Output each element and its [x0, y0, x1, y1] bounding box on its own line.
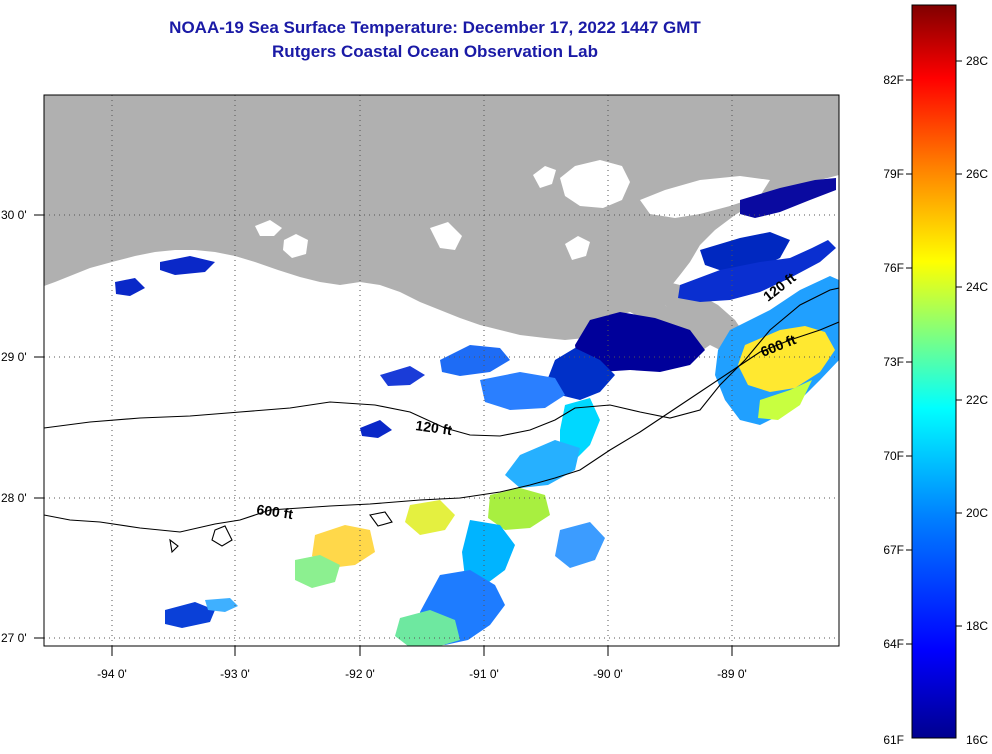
x-tick-label: -94 0': [97, 667, 127, 681]
colorbar-c-label: 28C: [966, 54, 988, 68]
lake-pontchartrain: [560, 160, 630, 208]
grand-lake: [283, 234, 308, 258]
bathymetry-contours: [44, 287, 839, 554]
x-tick-label: -92 0': [345, 667, 375, 681]
colorbar-c-label: 18C: [966, 619, 988, 633]
map-frame: [43, 94, 840, 647]
white-lake: [255, 220, 282, 236]
delta-land: [640, 280, 745, 350]
x-axis-labels: -94 0' -93 0' -92 0' -91 0' -90 0' -89 0…: [97, 667, 747, 681]
colorbar-c-label: 20C: [966, 506, 988, 520]
colorbar-f-label: 64F: [883, 637, 904, 651]
y-tick-label: 28 0': [1, 491, 27, 505]
x-tick-label: -91 0': [469, 667, 499, 681]
lake-salvador: [565, 236, 590, 260]
sst-data: [115, 178, 839, 646]
y-tick-label: 27 0': [1, 631, 27, 645]
colorbar-f-label: 76F: [883, 261, 904, 275]
y-axis-labels: 30 0' 29 0' 28 0' 27 0': [1, 208, 27, 645]
bay-area: [430, 222, 462, 250]
colorbar-celsius-labels: 28C 26C 24C 22C 20C 18C 16C: [966, 54, 988, 747]
colorbar-f-label: 61F: [883, 733, 904, 747]
axis-ticks: [34, 214, 733, 656]
y-tick-label: 30 0': [1, 208, 27, 222]
colorbar-ticks: [906, 60, 962, 645]
x-tick-label: -93 0': [220, 667, 250, 681]
colorbar-fahrenheit-labels: 82F 79F 76F 73F 70F 67F 64F 61F: [883, 73, 904, 747]
colorbar-f-label: 73F: [883, 355, 904, 369]
colorbar-c-label: 22C: [966, 393, 988, 407]
contour-120ft: [44, 287, 839, 437]
colorbar: [911, 4, 957, 739]
map-title: NOAA-19 Sea Surface Temperature: Decembe…: [169, 18, 701, 37]
contour-label-600ft: 600 ft: [256, 501, 295, 522]
colorbar-c-label: 24C: [966, 280, 988, 294]
colorbar-c-label: 26C: [966, 167, 988, 181]
y-tick-label: 29 0': [1, 350, 27, 364]
colorbar-f-label: 70F: [883, 449, 904, 463]
colorbar-f-label: 79F: [883, 167, 904, 181]
colorbar-f-label: 67F: [883, 543, 904, 557]
contour-600ft: [44, 321, 839, 533]
map-subtitle: Rutgers Coastal Ocean Observation Lab: [272, 42, 598, 61]
colorbar-c-label: 16C: [966, 733, 988, 747]
land-mass: [44, 95, 839, 352]
lake-maurepas: [533, 166, 556, 188]
x-tick-label: -90 0': [593, 667, 623, 681]
x-tick-label: -89 0': [717, 667, 747, 681]
contour-label-120ft: 120 ft: [415, 417, 454, 438]
coastal-bays: [640, 176, 770, 218]
colorbar-f-label: 82F: [883, 73, 904, 87]
